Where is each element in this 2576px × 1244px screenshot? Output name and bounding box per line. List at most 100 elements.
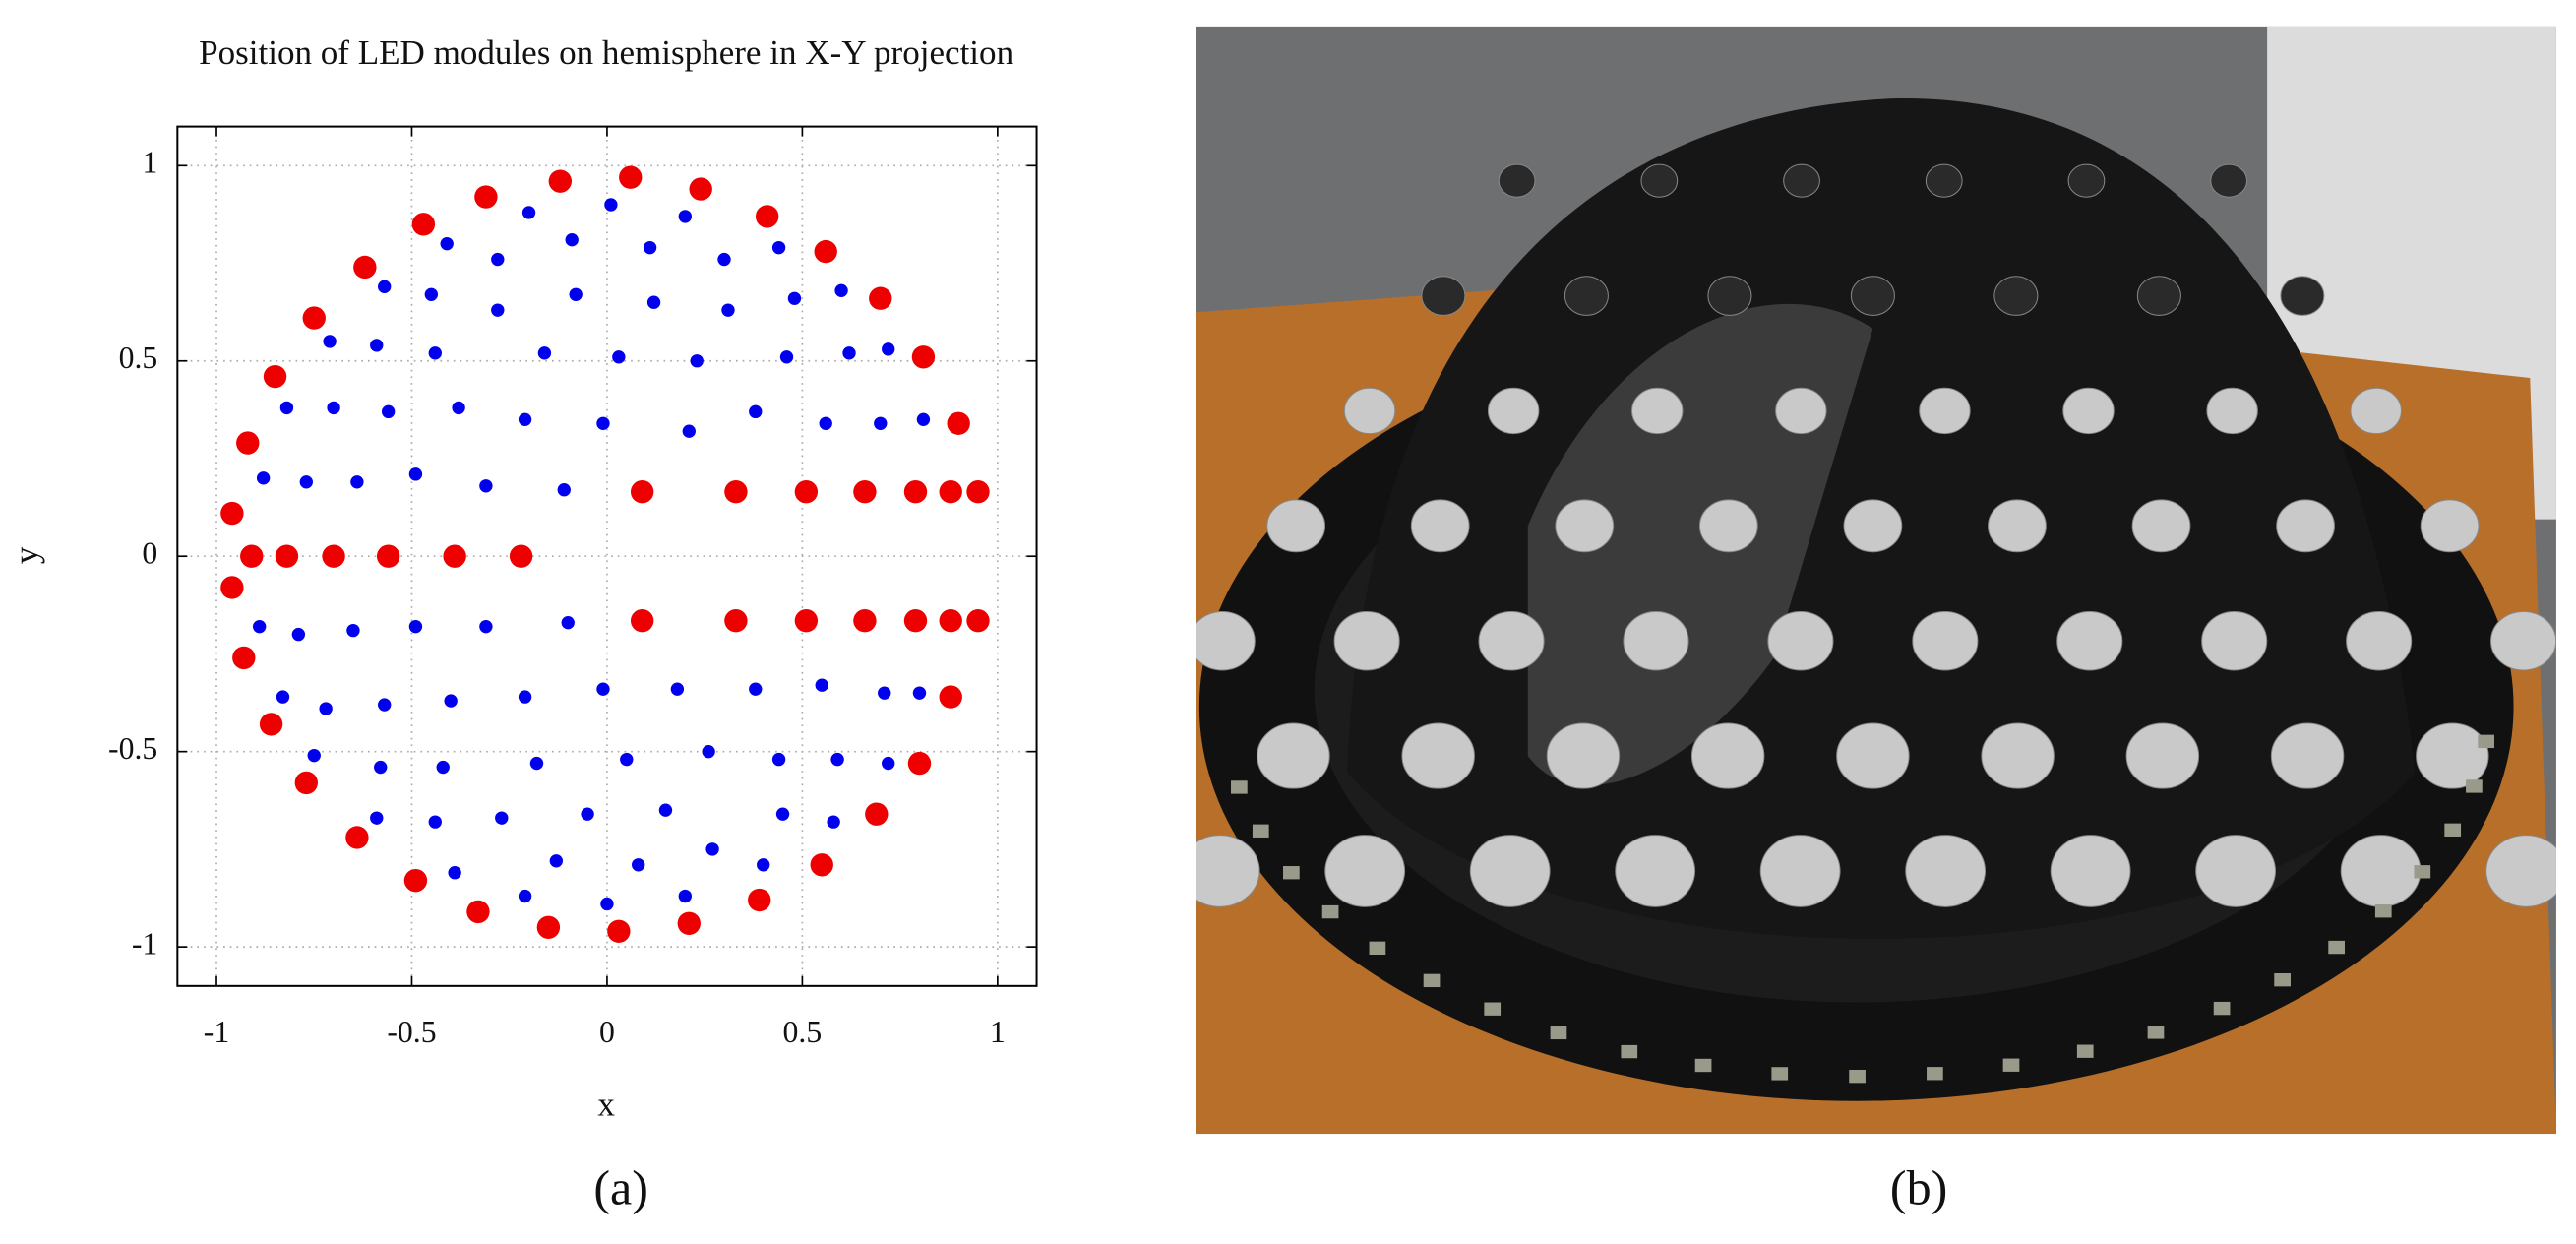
led-point xyxy=(232,646,256,670)
led-hole xyxy=(1333,610,1400,671)
led-hole xyxy=(1912,610,1979,671)
led-point xyxy=(220,576,244,599)
led-point xyxy=(612,350,626,364)
led-hole xyxy=(1988,499,2047,553)
led-point xyxy=(658,803,673,817)
led-hole xyxy=(1546,722,1621,789)
led-hole xyxy=(2195,835,2277,907)
led-hole xyxy=(1196,610,1256,671)
led-point xyxy=(378,280,392,294)
led-hole xyxy=(2276,499,2335,553)
led-point xyxy=(561,616,575,630)
led-hole xyxy=(1421,276,1466,316)
plot-area xyxy=(177,126,1037,986)
led-hole xyxy=(1759,835,1841,907)
y-tick-label: 0.5 xyxy=(119,341,158,375)
led-hole xyxy=(1775,387,1827,435)
led-point xyxy=(252,619,267,634)
led-holes xyxy=(1196,163,2556,1084)
led-hole xyxy=(1266,499,1326,553)
led-point xyxy=(381,404,396,419)
led-point xyxy=(479,479,493,493)
led-hole xyxy=(2420,499,2480,553)
photo xyxy=(1196,26,2556,1135)
led-point xyxy=(903,480,928,504)
led-point xyxy=(630,609,654,633)
led-point xyxy=(724,480,748,504)
led-hole xyxy=(2056,610,2123,671)
led-point xyxy=(376,544,400,568)
chart-title: Position of LED modules on hemisphere in… xyxy=(199,33,1013,72)
led-point xyxy=(436,760,450,775)
led-hole xyxy=(1555,499,1615,553)
rim-clip xyxy=(2466,779,2483,793)
rim-clip xyxy=(2478,734,2495,749)
led-point xyxy=(814,239,837,264)
led-point xyxy=(600,897,614,911)
rim-clip xyxy=(2374,904,2392,918)
led-point xyxy=(604,198,618,212)
led-point xyxy=(448,866,461,880)
led-point xyxy=(682,424,696,438)
led-point xyxy=(787,291,802,305)
led-hole xyxy=(2340,835,2422,907)
led-point xyxy=(632,858,645,872)
led-point xyxy=(912,686,927,700)
y-axis-label: y xyxy=(7,546,45,564)
led-hole xyxy=(1767,610,1834,671)
led-point xyxy=(307,748,321,763)
led-hole xyxy=(2062,387,2115,435)
led-point xyxy=(537,346,552,360)
led-point xyxy=(596,416,610,430)
led-point xyxy=(474,185,498,209)
led-hole xyxy=(1905,835,1987,907)
led-point xyxy=(830,752,844,767)
led-point xyxy=(939,480,962,504)
led-point xyxy=(346,623,360,638)
led-hole xyxy=(1836,722,1910,789)
led-hole xyxy=(1690,722,1765,789)
led-point xyxy=(350,475,364,489)
led-point xyxy=(411,213,436,236)
led-point xyxy=(775,807,790,821)
led-point xyxy=(581,807,594,821)
rim-clip xyxy=(2414,865,2431,879)
led-point xyxy=(495,811,509,825)
led-hole xyxy=(1623,610,1689,671)
rim-clip xyxy=(1321,904,1339,919)
led-point xyxy=(403,868,428,893)
led-hole xyxy=(1257,722,1330,789)
rim-clip xyxy=(1927,1067,1943,1081)
led-point xyxy=(757,858,770,872)
led-point xyxy=(689,177,712,201)
x-tick-label: -1 xyxy=(204,1015,229,1049)
led-point xyxy=(939,685,962,709)
led-point xyxy=(815,678,828,692)
led-point xyxy=(466,900,490,924)
led-point xyxy=(302,306,326,330)
rim-clip xyxy=(2274,972,2291,987)
led-point xyxy=(678,889,692,903)
rim-clip xyxy=(2147,1026,2165,1039)
led-point xyxy=(370,811,384,825)
led-point xyxy=(428,815,442,829)
led-point xyxy=(518,690,532,704)
led-point xyxy=(220,501,244,526)
led-point xyxy=(319,702,333,715)
led-point xyxy=(549,854,564,868)
led-point xyxy=(276,690,290,704)
rim-clip xyxy=(2213,1001,2231,1016)
led-point xyxy=(536,915,561,939)
led-point xyxy=(911,345,936,369)
led-point xyxy=(966,480,990,504)
y-tick-label: 0 xyxy=(142,535,157,570)
rim-clip xyxy=(1283,866,1300,880)
led-hole xyxy=(1850,276,1895,316)
led-hole xyxy=(1196,835,1260,907)
led-point xyxy=(717,252,731,267)
rim-clip xyxy=(1694,1058,1712,1073)
led-hole xyxy=(1615,835,1696,907)
led-point xyxy=(323,335,337,348)
led-hole xyxy=(2125,722,2200,789)
